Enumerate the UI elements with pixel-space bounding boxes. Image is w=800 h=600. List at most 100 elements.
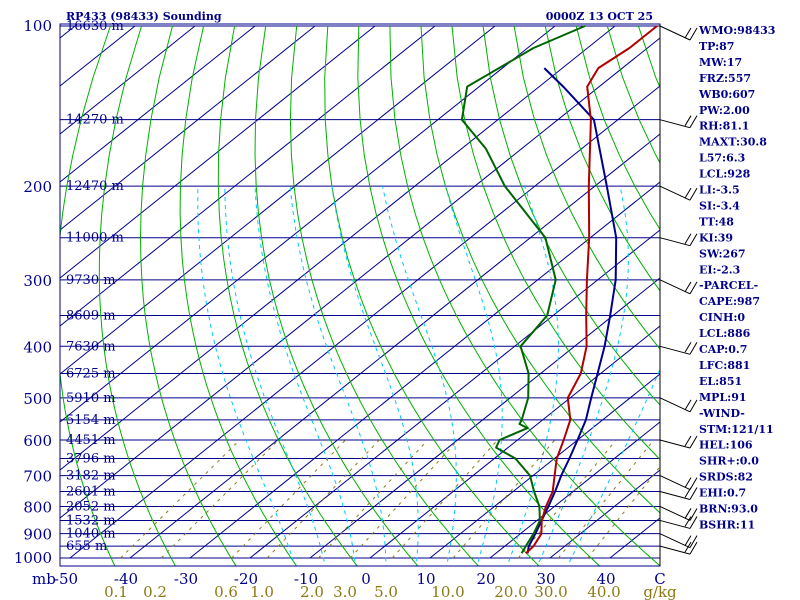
mixing-ratio-tick-label: 0.2 [143, 583, 167, 600]
mixing-ratio-line [517, 439, 617, 559]
wind-barb [659, 475, 698, 491]
temperature-tick-label: -10 [294, 570, 318, 588]
isotherm-line [60, 37, 660, 519]
height-label: 2052 m [66, 499, 116, 514]
isotherm-line [60, 25, 376, 279]
stability-index: MPL:91 [699, 391, 747, 404]
mixing-ratio-tick-label: 5.0 [374, 583, 398, 600]
temperature-tick-label: -50 [54, 570, 78, 588]
wind-barb [659, 487, 698, 501]
dewpoint-trace [460, 25, 586, 554]
dry-adiabat-line [217, 25, 358, 566]
stability-index: L57:6.3 [699, 152, 745, 165]
stability-index: SI:-3.4 [699, 199, 740, 212]
mixing-ratio-line [160, 439, 279, 559]
dry-adiabat-line [289, 25, 480, 566]
height-label: 1040 m [66, 527, 116, 542]
temperature-tick-label: 10 [416, 570, 435, 588]
isotherm-line [309, 277, 660, 559]
mixing-ratio-line [266, 439, 380, 559]
height-label: 12470 m [66, 179, 124, 194]
stability-index: BSHR:11 [699, 518, 755, 531]
stability-index: FRZ:557 [699, 72, 751, 85]
mixing-ratio-line [318, 439, 429, 559]
stability-index: MAXT:30.8 [699, 136, 767, 149]
wind-barb [659, 342, 698, 355]
height-label: 9730 m [66, 273, 116, 288]
dry-adiabat-line [544, 25, 660, 292]
mixing-ratio-line [558, 439, 655, 559]
height-label: 5910 m [66, 391, 116, 406]
stability-index: HEL:106 [699, 439, 753, 452]
stability-index: MW:17 [699, 56, 742, 69]
height-label: 8609 m [66, 308, 116, 323]
isotherm-line [129, 133, 660, 559]
stability-index: WMO:98433 [698, 24, 775, 37]
stability-index: WB0:607 [698, 88, 755, 101]
isotherm-line [189, 181, 660, 559]
mixing-ratio-tick-label: 20.0 [494, 583, 527, 600]
dry-adiabat-line [179, 25, 298, 566]
stability-index: STM:121/11 [699, 423, 774, 436]
mixing-ratio-tick-label: 10.0 [431, 583, 464, 600]
mixing-ratio-unit-label: g/kg [643, 583, 677, 600]
temperature-tick-label: 40 [596, 570, 615, 588]
height-label: 3182 m [66, 469, 116, 484]
stability-index: SW:267 [699, 247, 746, 260]
moist-adiabat-line [224, 186, 326, 566]
mixing-ratio-line [391, 439, 498, 559]
isotherm-line [60, 25, 256, 183]
mixing-ratio-tick-label: 0.6 [214, 583, 238, 600]
height-label: 16630 m [66, 19, 124, 34]
dry-adiabat-line [451, 25, 660, 461]
wind-barb [659, 516, 698, 529]
pressure-tick-label: 400 [23, 338, 52, 356]
isotherm-line [249, 229, 660, 559]
isotherm-line [60, 25, 316, 231]
stability-index: LCL:928 [699, 168, 751, 181]
stability-index: CINH:0 [699, 311, 745, 324]
wind-barb [659, 505, 698, 521]
mixing-ratio-line [452, 439, 556, 559]
isotherm-line [489, 421, 660, 559]
temperature-unit-label: C [654, 570, 665, 588]
isotherm-line [60, 25, 196, 135]
temperature-tick-label: -20 [234, 570, 258, 588]
dry-adiabat-line [98, 25, 176, 566]
wind-barb [659, 115, 698, 129]
dry-adiabat-line [357, 25, 601, 566]
height-label: 5154 m [66, 413, 116, 428]
stability-index: CAPE:987 [699, 295, 760, 308]
pressure-tick-label: 500 [23, 390, 52, 408]
height-label: 2601 m [66, 485, 116, 500]
moist-adiabat-line [289, 186, 387, 566]
temperature-tick-label: 0 [361, 570, 371, 588]
temperature-trace [525, 25, 658, 555]
sounding-time: 0000Z 13 OCT 25 [546, 10, 653, 23]
moist-adiabat-line [382, 185, 457, 566]
isotherm-line [60, 25, 616, 471]
dry-adiabat-line [389, 25, 660, 566]
mixing-ratio-line [587, 465, 660, 559]
stability-index: SHR+:0.0 [699, 455, 759, 468]
stability-index: LCL:886 [699, 327, 751, 340]
height-label: 6725 m [66, 367, 116, 382]
stability-index: PW:2.00 [699, 104, 750, 117]
mixing-ratio-tick-label: 30.0 [534, 583, 567, 600]
moist-adiabat-line [254, 186, 357, 566]
height-label: 3796 m [66, 452, 116, 467]
mixing-ratio-line [231, 439, 346, 559]
pressure-tick-label: 200 [23, 178, 52, 196]
temperature-tick-label: 20 [476, 570, 495, 588]
stability-index: -WIND- [699, 407, 745, 420]
isotherm-line [429, 373, 660, 559]
wind-barb [659, 533, 698, 549]
height-label: 14270 m [66, 113, 124, 128]
height-label: 1532 m [66, 514, 116, 529]
pressure-tick-label: 100 [23, 17, 52, 35]
height-label: 655 m [66, 539, 107, 554]
pressure-tick-label: 600 [23, 432, 52, 450]
mixing-ratio-tick-label: 2.0 [300, 583, 324, 600]
stability-index: EHI:0.7 [699, 487, 746, 500]
